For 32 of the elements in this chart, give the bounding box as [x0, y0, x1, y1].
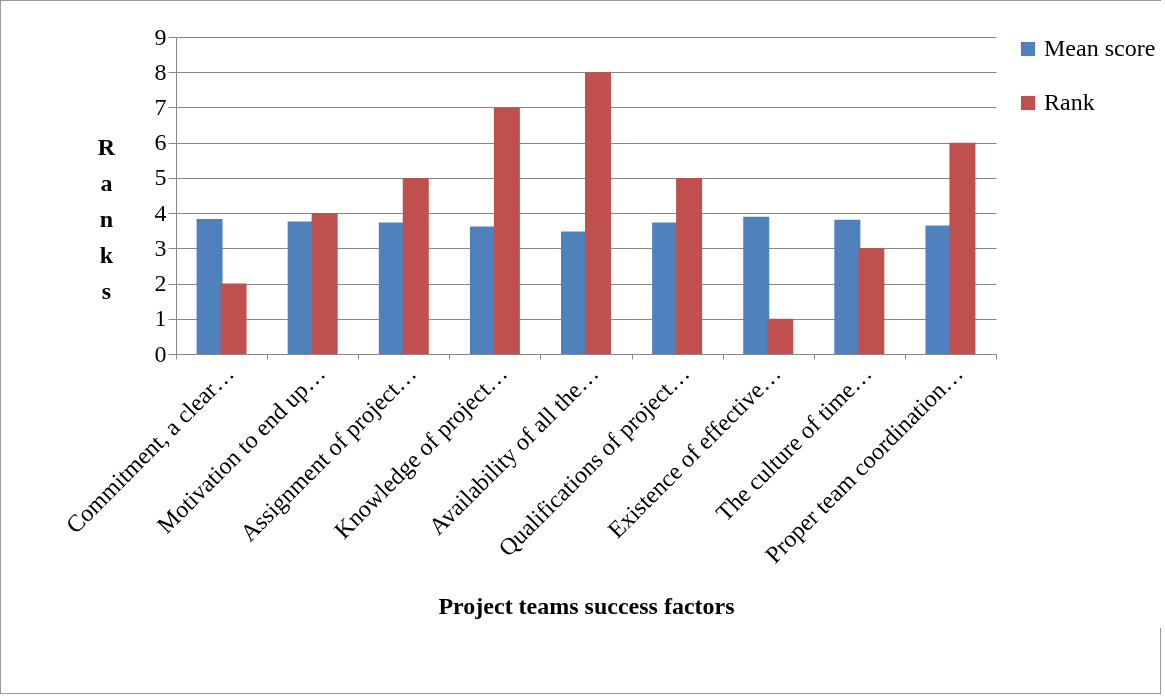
bar: [402, 177, 429, 354]
bar: [767, 318, 794, 354]
bar: [834, 219, 861, 354]
bar: [676, 177, 703, 354]
bar: [858, 248, 885, 354]
bar: [196, 219, 223, 354]
bar: [584, 72, 611, 354]
y-tick-label: 9: [154, 23, 167, 50]
y-tick-label: 1: [154, 305, 167, 332]
y-tick-label: 7: [154, 93, 167, 120]
y-tick-label: 2: [154, 270, 167, 297]
bar: [949, 142, 976, 354]
bar: [469, 226, 496, 354]
x-axis-title: Project teams success factors: [438, 592, 735, 619]
bar: [378, 222, 405, 354]
bar: [311, 213, 338, 354]
bar: [493, 107, 520, 354]
bar: [743, 216, 770, 354]
y-tick-label: 0: [154, 340, 167, 367]
bar: [220, 283, 247, 354]
y-tick-label: 5: [154, 164, 167, 191]
legend-label: Rank: [1044, 89, 1095, 115]
legend-label: Mean score: [1044, 35, 1156, 61]
bar: [287, 221, 314, 354]
y-tick-label: 3: [154, 234, 167, 261]
y-tick-label: 6: [154, 129, 167, 156]
bar: [652, 222, 679, 354]
y-axis-title: Ranks: [97, 133, 116, 304]
bar: [561, 231, 588, 354]
y-tick-label: 4: [154, 199, 167, 226]
bar: [925, 225, 952, 354]
y-tick-label: 8: [154, 58, 167, 85]
